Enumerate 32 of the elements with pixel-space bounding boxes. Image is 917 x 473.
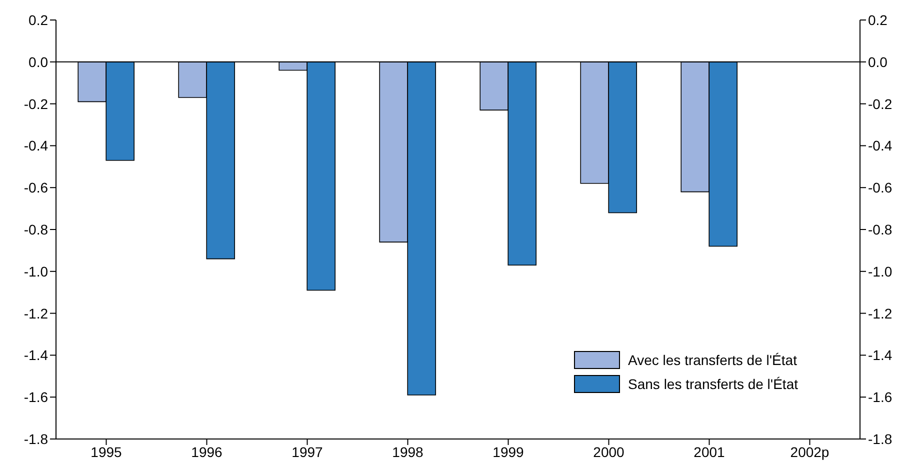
x-tick-label: 2001	[694, 444, 726, 460]
legend-label: Avec les transferts de l'État	[628, 352, 797, 368]
x-tick-label: 1996	[191, 444, 223, 460]
y2-tick-label: -0.8	[868, 221, 892, 238]
y-tick-label: 0.2	[28, 12, 48, 28]
y2-tick-label: 0.0	[868, 54, 888, 70]
y-tick-label: 0.0	[28, 54, 48, 70]
y-tick-label: -0.4	[24, 138, 48, 154]
y2-tick-label: -0.2	[868, 96, 892, 112]
y2-tick-label: -1.8	[868, 430, 892, 447]
y-tick-label: -1.6	[24, 389, 48, 406]
y2-tick-label: -1.6	[868, 389, 892, 406]
x-tick-label: 1995	[90, 444, 122, 460]
x-tick-label: 2000	[593, 444, 625, 460]
y-tick-label: -1.4	[24, 347, 48, 364]
y-tick-label: -1.2	[24, 305, 48, 322]
y-tick-label: -0.2	[24, 96, 48, 112]
y2-tick-label: -1.2	[868, 305, 892, 322]
x-tick-label: 1998	[392, 444, 424, 460]
x-tick-label: 1997	[292, 444, 324, 460]
y2-tick-label: -0.4	[868, 138, 892, 154]
x-tick-label: 2002p	[790, 444, 830, 460]
y-tick-label: -0.8	[24, 221, 48, 238]
y2-tick-label: -1.0	[868, 263, 892, 280]
y-tick-label: -0.6	[24, 180, 48, 196]
y2-tick-label: 0.2	[868, 12, 888, 28]
x-tick-label: 1999	[492, 444, 524, 460]
y-tick-label: -1.0	[24, 263, 48, 280]
y2-tick-label: -0.6	[868, 180, 892, 196]
y2-tick-label: -1.4	[868, 347, 892, 364]
y-tick-label: -1.8	[24, 430, 48, 447]
legend-label: Sans les transferts de l'État	[628, 376, 798, 392]
